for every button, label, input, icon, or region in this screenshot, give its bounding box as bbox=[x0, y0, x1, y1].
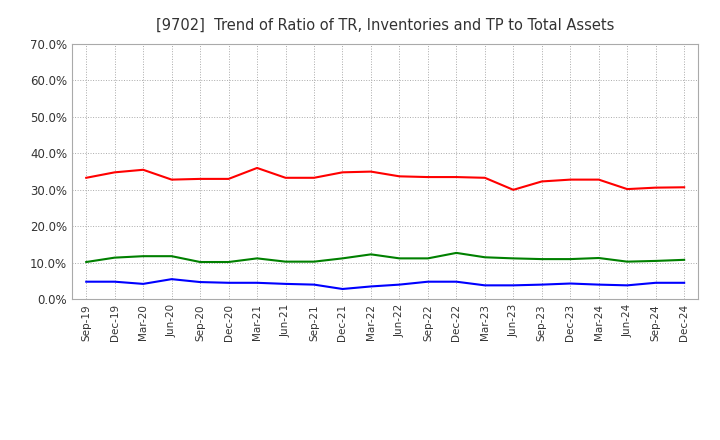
Trade Receivables bbox=[395, 174, 404, 179]
Inventories bbox=[82, 279, 91, 284]
Trade Payables bbox=[537, 257, 546, 262]
Trade Payables bbox=[338, 256, 347, 261]
Line: Trade Receivables: Trade Receivables bbox=[86, 168, 684, 190]
Trade Receivables bbox=[366, 169, 375, 174]
Trade Receivables bbox=[310, 175, 318, 180]
Trade Payables bbox=[82, 259, 91, 264]
Trade Payables bbox=[225, 259, 233, 264]
Trade Payables bbox=[480, 255, 489, 260]
Trade Payables bbox=[310, 259, 318, 264]
Trade Payables bbox=[452, 250, 461, 256]
Inventories bbox=[225, 280, 233, 286]
Trade Payables bbox=[253, 256, 261, 261]
Trade Payables bbox=[623, 259, 631, 264]
Trade Payables bbox=[282, 259, 290, 264]
Inventories bbox=[423, 279, 432, 284]
Trade Receivables bbox=[480, 175, 489, 180]
Trade Receivables bbox=[110, 170, 119, 175]
Inventories bbox=[282, 281, 290, 286]
Trade Receivables bbox=[452, 174, 461, 180]
Line: Inventories: Inventories bbox=[86, 279, 684, 289]
Inventories bbox=[537, 282, 546, 287]
Line: Trade Payables: Trade Payables bbox=[86, 253, 684, 262]
Inventories bbox=[623, 283, 631, 288]
Trade Receivables bbox=[167, 177, 176, 182]
Inventories bbox=[366, 284, 375, 289]
Trade Receivables bbox=[82, 175, 91, 180]
Trade Receivables bbox=[139, 167, 148, 172]
Inventories bbox=[652, 280, 660, 286]
Inventories bbox=[595, 282, 603, 287]
Title: [9702]  Trend of Ratio of TR, Inventories and TP to Total Assets: [9702] Trend of Ratio of TR, Inventories… bbox=[156, 18, 614, 33]
Trade Receivables bbox=[225, 176, 233, 182]
Inventories bbox=[680, 280, 688, 286]
Trade Payables bbox=[196, 259, 204, 264]
Inventories bbox=[480, 283, 489, 288]
Trade Payables bbox=[395, 256, 404, 261]
Trade Receivables bbox=[652, 185, 660, 190]
Trade Payables bbox=[423, 256, 432, 261]
Inventories bbox=[566, 281, 575, 286]
Trade Payables bbox=[509, 256, 518, 261]
Inventories bbox=[338, 286, 347, 292]
Trade Receivables bbox=[338, 170, 347, 175]
Inventories bbox=[253, 280, 261, 286]
Trade Receivables bbox=[623, 187, 631, 192]
Inventories bbox=[139, 281, 148, 286]
Trade Payables bbox=[595, 255, 603, 260]
Trade Payables bbox=[110, 255, 119, 260]
Trade Payables bbox=[680, 257, 688, 263]
Trade Receivables bbox=[253, 165, 261, 171]
Inventories bbox=[110, 279, 119, 284]
Trade Receivables bbox=[509, 187, 518, 192]
Trade Receivables bbox=[282, 175, 290, 180]
Trade Receivables bbox=[537, 179, 546, 184]
Trade Payables bbox=[366, 252, 375, 257]
Inventories bbox=[395, 282, 404, 287]
Inventories bbox=[509, 283, 518, 288]
Inventories bbox=[196, 279, 204, 285]
Trade Receivables bbox=[566, 177, 575, 182]
Trade Payables bbox=[167, 253, 176, 259]
Trade Receivables bbox=[196, 176, 204, 182]
Trade Payables bbox=[566, 257, 575, 262]
Trade Receivables bbox=[595, 177, 603, 182]
Inventories bbox=[310, 282, 318, 287]
Legend: Trade Receivables, Inventories, Trade Payables: Trade Receivables, Inventories, Trade Pa… bbox=[161, 438, 610, 440]
Trade Payables bbox=[139, 253, 148, 259]
Inventories bbox=[452, 279, 461, 284]
Inventories bbox=[167, 276, 176, 282]
Trade Receivables bbox=[680, 185, 688, 190]
Trade Payables bbox=[652, 258, 660, 264]
Trade Receivables bbox=[423, 174, 432, 180]
